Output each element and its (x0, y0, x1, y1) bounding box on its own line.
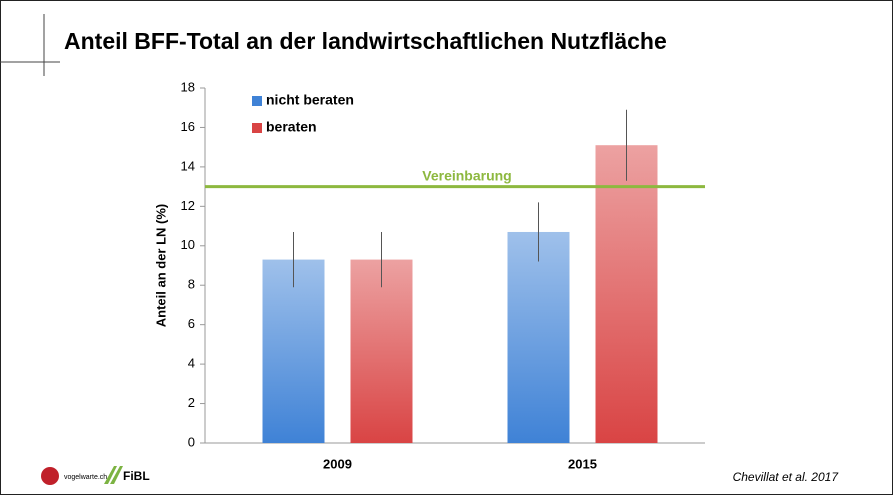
y-tick-label: 14 (181, 158, 195, 173)
legend-swatch (252, 96, 262, 106)
y-tick-label: 12 (181, 198, 195, 213)
logo-text: vogelwarte.ch (64, 474, 107, 481)
bar (350, 259, 413, 443)
y-axis-label: Anteil an der LN (%) (153, 204, 168, 328)
y-tick-label: 2 (188, 395, 195, 410)
bar (507, 231, 570, 443)
y-tick-label: 6 (188, 316, 195, 331)
reference-label: Vereinbarung (422, 167, 511, 183)
logo-text: FiBL (123, 469, 150, 483)
y-tick-label: 10 (181, 237, 195, 252)
y-tick-label: 4 (188, 356, 195, 371)
bar (262, 259, 325, 443)
y-tick-label: 18 (181, 79, 195, 94)
y-tick-label: 0 (188, 434, 195, 449)
legend-label: beraten (266, 119, 317, 135)
logo-icon (41, 467, 59, 485)
legend-label: nicht beraten (266, 92, 354, 108)
source: Chevillat et al. 2017 (733, 470, 840, 484)
slide-title: Anteil BFF-Total an der landwirtschaftli… (64, 28, 667, 54)
legend-swatch (252, 123, 262, 133)
x-tick-label: 2009 (323, 456, 352, 471)
y-tick-label: 16 (181, 119, 195, 134)
bar (595, 145, 658, 443)
logo-icon (104, 466, 123, 484)
y-tick-label: 8 (188, 277, 195, 292)
x-tick-label: 2015 (568, 456, 597, 471)
